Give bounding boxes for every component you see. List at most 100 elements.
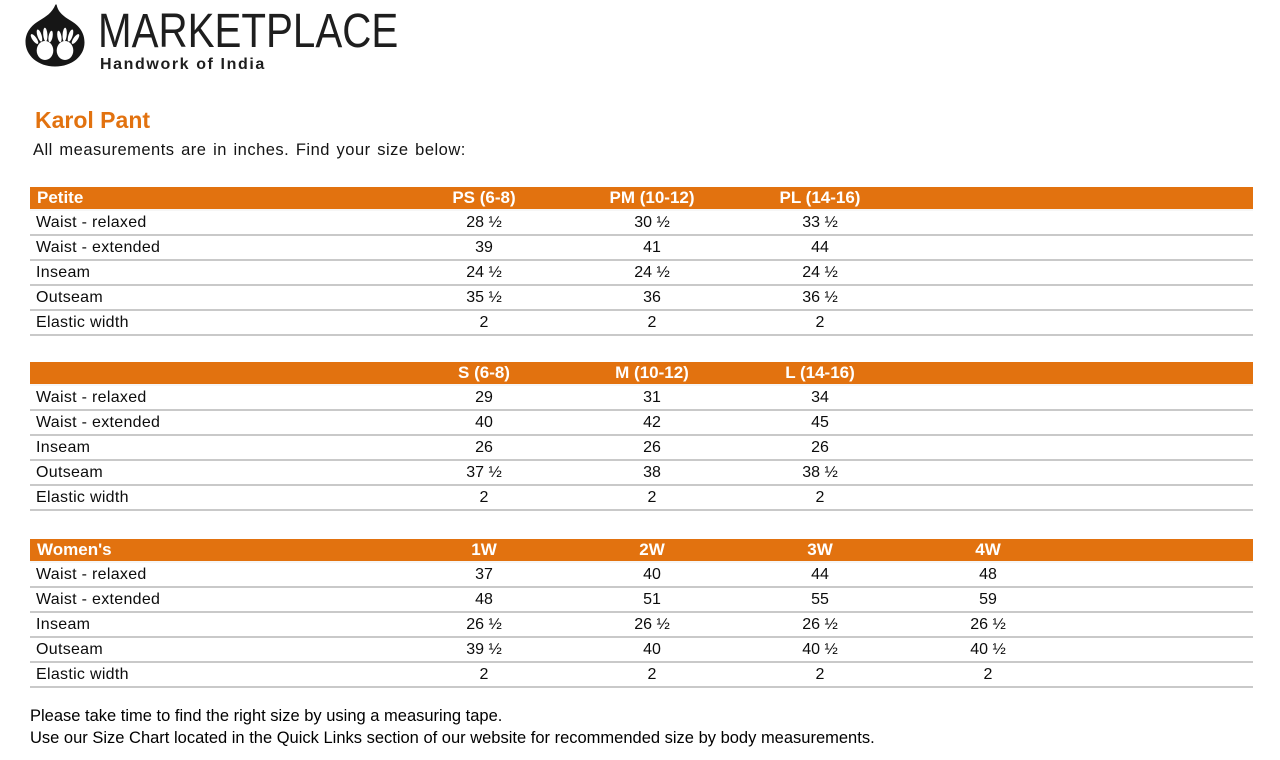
table-row: Waist - extended 48 51 55 59 [30, 587, 1253, 612]
header-filler [904, 362, 1253, 386]
table-row: Waist - relaxed 28 ½ 30 ½ 33 ½ [30, 210, 1253, 235]
header-filler [904, 187, 1253, 211]
table-row: Inseam 26 ½ 26 ½ 26 ½ 26 ½ [30, 612, 1253, 637]
measurement-value: 29 [475, 388, 493, 406]
row-filler [904, 410, 1253, 435]
measurement-value: 26 ½ [970, 615, 1006, 633]
measurement-value: 28 ½ [466, 213, 502, 231]
measurement-value: 24 ½ [466, 263, 502, 281]
measurement-value: 2 [815, 665, 825, 683]
table-row: Waist - extended 40 42 45 [30, 410, 1253, 435]
table-title: Women's [30, 539, 400, 563]
measurement-label: Waist - relaxed [36, 565, 147, 583]
measurement-value: 38 [643, 463, 661, 481]
measurement-value: 2 [479, 313, 489, 331]
table-row: Inseam 26 26 26 [30, 435, 1253, 460]
womens-size-table: Women's 1W 2W 3W 4W Waist - relaxed 37 40 44 48 Wa… [30, 539, 1253, 688]
measurement-value: 37 [475, 565, 493, 583]
measurement-value: 2 [647, 665, 657, 683]
measurement-value: 35 ½ [466, 288, 502, 306]
table-header-row: Women's 1W 2W 3W 4W [30, 539, 1253, 563]
size-column-header: 1W [400, 539, 568, 563]
brand-name: MARKETPLACE [98, 5, 399, 58]
size-column-header: L (14-16) [736, 362, 904, 386]
petite-size-table: Petite PS (6-8) PM (10-12) PL (14-16) Waist … [30, 187, 1253, 336]
size-column-header: PS (6-8) [400, 187, 568, 211]
measurement-value: 26 [811, 438, 829, 456]
table-row: Waist - relaxed 29 31 34 [30, 385, 1253, 410]
row-filler [904, 310, 1253, 335]
measurement-value: 2 [647, 313, 657, 331]
leaf-hands-icon [25, 4, 85, 67]
measurement-value: 24 ½ [802, 263, 838, 281]
measurement-value: 39 [475, 238, 493, 256]
row-filler [904, 210, 1253, 235]
measurement-value: 55 [811, 590, 829, 608]
measurement-label: Waist - extended [36, 238, 161, 256]
measurement-note: All measurements are in inches. Find you… [33, 141, 466, 159]
measurement-value: 39 ½ [466, 640, 502, 658]
row-filler [1072, 637, 1253, 662]
row-filler [1072, 587, 1253, 612]
measurement-value: 24 ½ [634, 263, 670, 281]
measurement-label: Inseam [36, 615, 91, 633]
sizing-instructions: Please take time to find the right size … [30, 706, 875, 749]
row-filler [904, 285, 1253, 310]
measurement-value: 44 [811, 565, 829, 583]
measurement-label: Inseam [36, 263, 91, 281]
measurement-value: 26 [475, 438, 493, 456]
table-row: Elastic width 2 2 2 [30, 485, 1253, 510]
measurement-value: 36 ½ [802, 288, 838, 306]
product-title: Karol Pant [35, 107, 151, 133]
measurement-value: 40 [643, 565, 661, 583]
regular-size-table: S (6-8) M (10-12) L (14-16) Waist - relaxed… [30, 362, 1253, 511]
table-row: Elastic width 2 2 2 [30, 310, 1253, 335]
measurement-value: 41 [643, 238, 661, 256]
row-filler [904, 260, 1253, 285]
row-filler [904, 485, 1253, 510]
measurement-value: 2 [815, 313, 825, 331]
brand-tagline: Handwork of India [100, 56, 266, 73]
table-row: Elastic width 2 2 2 2 [30, 662, 1253, 687]
measurement-value: 26 ½ [466, 615, 502, 633]
measurement-value: 2 [479, 665, 489, 683]
measurement-label: Inseam [36, 438, 91, 456]
table-row: Waist - relaxed 37 40 44 48 [30, 562, 1253, 587]
size-column-header: 2W [568, 539, 736, 563]
measurement-value: 48 [475, 590, 493, 608]
measurement-label: Waist - relaxed [36, 213, 147, 231]
measurement-value: 38 ½ [802, 463, 838, 481]
measurement-label: Outseam [36, 288, 104, 306]
size-column-header: 3W [736, 539, 904, 563]
measurement-value: 44 [811, 238, 829, 256]
measurement-value: 26 ½ [634, 615, 670, 633]
row-filler [904, 235, 1253, 260]
measurement-value: 45 [811, 413, 829, 431]
marketplace-logo: MARKETPLACE Handwork of India [24, 4, 455, 74]
measurement-label: Waist - extended [36, 413, 161, 431]
measurement-value: 37 ½ [466, 463, 502, 481]
table-row: Outseam 39 ½ 40 40 ½ 40 ½ [30, 637, 1253, 662]
measurement-value: 33 ½ [802, 213, 838, 231]
measurement-value: 34 [811, 388, 829, 406]
row-filler [904, 435, 1253, 460]
table-row: Inseam 24 ½ 24 ½ 24 ½ [30, 260, 1253, 285]
row-filler [1072, 562, 1253, 587]
table-row: Outseam 35 ½ 36 36 ½ [30, 285, 1253, 310]
size-column-header: S (6-8) [400, 362, 568, 386]
table-header-row: S (6-8) M (10-12) L (14-16) [30, 362, 1253, 386]
row-filler [904, 385, 1253, 410]
table-row: Waist - extended 39 41 44 [30, 235, 1253, 260]
measurement-label: Waist - extended [36, 590, 161, 608]
measurement-value: 30 ½ [634, 213, 670, 231]
measurement-value: 2 [647, 488, 657, 506]
instruction-line-1: Please take time to find the right size … [30, 707, 503, 725]
row-filler [904, 460, 1253, 485]
measurement-label: Waist - relaxed [36, 388, 147, 406]
table-row: Outseam 37 ½ 38 38 ½ [30, 460, 1253, 485]
row-filler [1072, 662, 1253, 687]
measurement-value: 40 ½ [802, 640, 838, 658]
measurement-label: Elastic width [36, 488, 129, 506]
instruction-line-2: Use our Size Chart located in the Quick … [30, 728, 875, 747]
table-title: Petite [30, 187, 400, 211]
